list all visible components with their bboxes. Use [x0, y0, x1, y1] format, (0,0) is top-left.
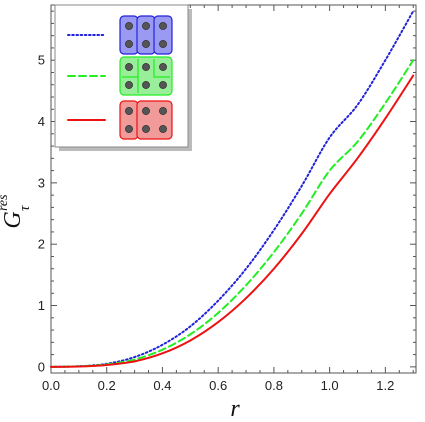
legend-icon-dot — [142, 40, 150, 48]
legend — [54, 4, 192, 151]
y-tick-label: 5 — [38, 53, 45, 68]
svg-text:G: G — [0, 211, 26, 228]
x-tick-label: 1.2 — [376, 378, 394, 393]
legend-icon-dot — [142, 125, 150, 133]
x-tick-label: 0.2 — [98, 378, 116, 393]
y-axis-title: G res τ — [0, 194, 33, 229]
series-line-3 — [50, 74, 415, 368]
legend-icon-block — [119, 100, 139, 140]
legend-icon-3 — [119, 100, 173, 140]
x-tick-label: 0.4 — [153, 378, 171, 393]
legend-icon-dot — [125, 107, 133, 115]
x-tick-label: 1.0 — [321, 378, 339, 393]
legend-entries — [67, 15, 173, 140]
legend-icon-dot — [142, 107, 150, 115]
legend-icon-dot — [159, 63, 167, 71]
plot-area — [50, 4, 417, 374]
legend-icon-dot — [159, 22, 167, 30]
x-tick-label: 0.6 — [209, 378, 227, 393]
legend-icon-dot — [142, 81, 150, 89]
legend-icon-dot — [159, 125, 167, 133]
legend-icon-dot — [125, 40, 133, 48]
axes: 0.0 0.2 0.4 0.6 0.8 1.0 1.2 0 1 2 3 4 5 — [38, 5, 416, 393]
legend-icon-block — [119, 15, 139, 55]
legend-icon-dot — [159, 40, 167, 48]
legend-icon-dot — [125, 125, 133, 133]
y-tick-label: 4 — [38, 114, 45, 129]
y-tick-label: 0 — [38, 359, 45, 374]
y-tick-label: 1 — [38, 298, 45, 313]
y-axis-title-superscript: res — [0, 194, 11, 211]
x-tick-label: 0.0 — [42, 378, 60, 393]
svg-text:τ: τ — [17, 205, 33, 211]
legend-icon-dot — [159, 107, 167, 115]
legend-icon-block — [153, 15, 173, 55]
legend-icon-dot — [142, 63, 150, 71]
x-tick-label: 0.8 — [265, 378, 283, 393]
x-axis-title: r — [230, 396, 240, 422]
svg-text:res: res — [0, 194, 11, 211]
legend-icon-2 — [119, 56, 173, 96]
legend-icon-dot — [125, 81, 133, 89]
legend-icon-divider — [153, 59, 170, 78]
legend-icon-dot — [142, 22, 150, 30]
legend-icon-block — [136, 15, 156, 55]
plot-frame — [50, 4, 417, 374]
legend-icon-1 — [119, 15, 173, 55]
legend-icon-dot — [159, 81, 167, 89]
legend-icon-block — [119, 56, 173, 96]
y-tick-label: 3 — [38, 175, 45, 190]
y-axis-title-subscript: τ — [17, 205, 33, 211]
y-axis-title-main: G — [0, 211, 26, 228]
series-lines — [50, 10, 415, 368]
legend-icon-dot — [125, 63, 133, 71]
y-tick-label: 2 — [38, 237, 45, 252]
legend-icon-block — [136, 100, 173, 140]
legend-icon-dot — [125, 22, 133, 30]
